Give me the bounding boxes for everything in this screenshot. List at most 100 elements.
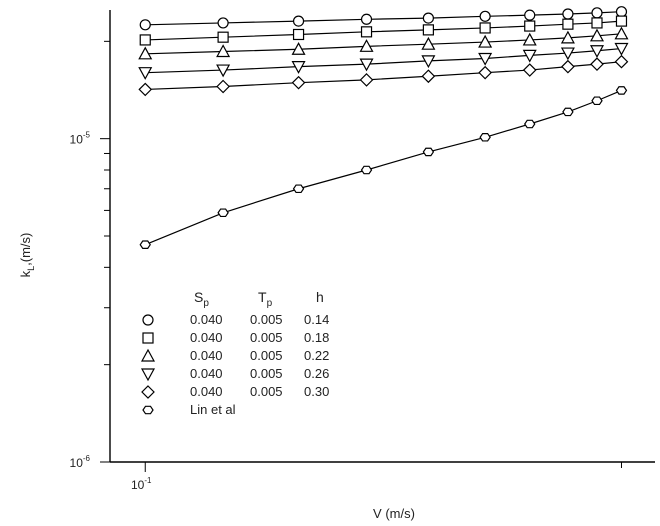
data-point-circle: [360, 13, 373, 25]
series-line: [145, 47, 622, 74]
series-line: [145, 61, 622, 91]
legend-item: 0.040 0.005 0.14: [142, 312, 329, 327]
series-line: [145, 20, 622, 41]
data-point-square: [292, 28, 305, 41]
legend-h-value: 0.14: [304, 312, 329, 327]
legend-h-value: 0.18: [304, 330, 329, 345]
legend-sp-value: 0.040: [190, 330, 223, 345]
series-hexagon: [139, 86, 628, 249]
data-point-square: [217, 31, 229, 43]
legend-marker-triangle-up: [140, 348, 156, 362]
data-point-hexagon: [479, 132, 491, 142]
data-point-hexagon: [524, 119, 536, 129]
legend-marker-triangle-down: [140, 368, 156, 382]
legend-label: Lin et al: [190, 402, 236, 417]
legend-tp-value: 0.005: [250, 366, 283, 381]
data-point-triangle-up: [291, 42, 306, 55]
series-group: [138, 6, 629, 249]
data-point-square: [139, 34, 151, 46]
legend-item: 0.040 0.005 0.22: [140, 348, 329, 363]
legend-sp-value: 0.040: [190, 366, 223, 381]
series-line: [145, 89, 622, 246]
data-point-triangle-up: [359, 39, 374, 52]
data-point-circle: [139, 19, 151, 31]
data-point-square: [360, 26, 373, 38]
legend-marker-diamond: [141, 385, 155, 399]
axis-ticks: 10-5 10-6 10-1: [70, 40, 622, 492]
y-axis-label: kL,(m/s): [18, 233, 36, 278]
data-point-square: [615, 15, 628, 27]
data-point-triangle-up: [216, 44, 231, 58]
legend-tp-value: 0.005: [250, 312, 283, 327]
series-square: [139, 15, 628, 46]
x-tick-label: 10-1: [131, 476, 152, 492]
data-point-hexagon: [562, 107, 574, 117]
legend-item: 0.040 0.005 0.30: [141, 384, 329, 399]
legend-header-tp: Tp: [258, 289, 273, 309]
data-point-diamond: [138, 82, 153, 97]
legend-tp-value: 0.005: [250, 330, 283, 345]
data-point-hexagon: [422, 147, 435, 157]
y-tick-label: 10-5: [70, 131, 91, 147]
data-point-circle: [422, 12, 434, 24]
data-point-triangle-down: [359, 58, 374, 72]
legend-sp-value: 0.040: [190, 312, 223, 327]
data-point-triangle-down: [291, 61, 306, 74]
legend-item: Lin et al: [142, 402, 236, 417]
data-point-circle: [292, 15, 305, 27]
data-point-triangle-down: [589, 45, 605, 59]
data-point-square: [422, 24, 434, 36]
data-point-square: [479, 22, 491, 34]
data-point-diamond: [216, 79, 230, 94]
data-point-diamond: [614, 54, 629, 69]
data-point-hexagon: [139, 240, 151, 249]
series-circle: [139, 6, 628, 31]
legend-h-value: 0.22: [304, 348, 329, 363]
data-point-circle: [479, 10, 491, 22]
data-point-hexagon: [360, 165, 373, 175]
data-point-triangle-down: [216, 64, 231, 78]
data-point-square: [562, 18, 574, 30]
data-point-triangle-down: [522, 49, 537, 63]
data-point-triangle-up: [560, 30, 575, 44]
data-point-circle: [524, 9, 536, 21]
data-point-square: [524, 20, 536, 32]
series-triangle-down: [138, 42, 629, 80]
data-point-triangle-up: [589, 28, 605, 42]
legend-tp-value: 0.005: [250, 348, 283, 363]
data-point-triangle-up: [614, 26, 629, 40]
data-point-diamond: [359, 73, 374, 87]
data-point-diamond: [478, 65, 492, 80]
legend-sp-value: 0.040: [190, 348, 223, 363]
data-point-triangle-down: [614, 42, 629, 56]
legend-item: 0.040 0.005 0.26: [140, 366, 329, 382]
data-point-diamond: [590, 57, 604, 72]
y-tick-label: 10-6: [70, 454, 91, 470]
data-point-triangle-down: [421, 55, 436, 69]
data-point-triangle-down: [478, 52, 493, 66]
data-point-triangle-up: [522, 32, 537, 46]
data-point-hexagon: [591, 96, 603, 106]
legend: Sp Tp h0.040 0.005 0.140.040 0.005 0.180.040 0.…: [140, 289, 329, 417]
data-point-hexagon: [615, 86, 628, 95]
legend-tp-value: 0.005: [250, 384, 283, 399]
data-point-diamond: [561, 59, 575, 74]
data-point-hexagon: [292, 184, 305, 194]
data-point-triangle-down: [560, 47, 575, 61]
x-axis-label: V (m/s): [373, 506, 415, 521]
legend-header-sp: Sp: [194, 289, 209, 309]
series-line: [145, 33, 622, 55]
legend-marker-hexagon: [142, 405, 154, 415]
data-point-circle: [615, 6, 628, 18]
series-triangle-up: [138, 26, 629, 60]
data-point-triangle-down: [138, 67, 153, 80]
legend-sp-value: 0.040: [190, 384, 223, 399]
data-point-diamond: [291, 75, 306, 90]
data-point-diamond: [522, 63, 537, 77]
data-point-circle: [217, 17, 229, 29]
data-point-triangle-up: [138, 46, 153, 60]
data-point-hexagon: [217, 208, 229, 218]
legend-marker-square: [142, 332, 154, 344]
data-point-circle: [591, 7, 603, 19]
